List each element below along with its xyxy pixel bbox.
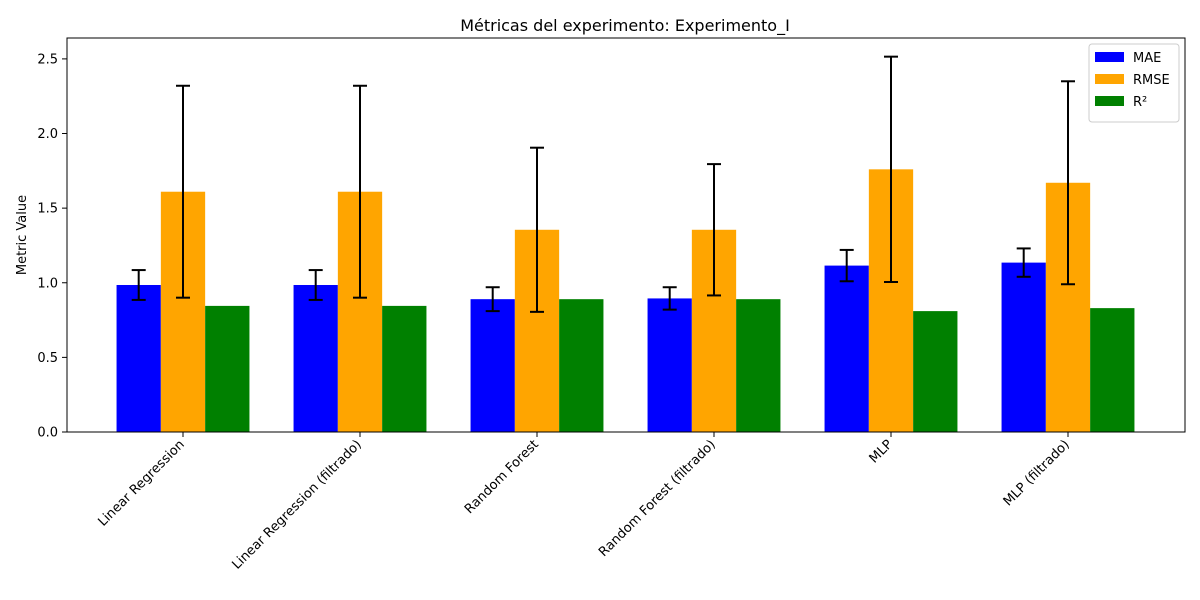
y-tick-label: 2.5	[37, 52, 58, 67]
x-tick-label: MLP (filtrado)	[1001, 437, 1073, 509]
legend-swatch	[1095, 96, 1124, 106]
plot-area: 0.0 0.5 1.0 1.5 2.0 2.5 Linear Regression Linea…	[37, 37, 1186, 573]
bar	[293, 284, 338, 432]
bar	[116, 284, 161, 432]
y-tick-label: 1.0	[37, 276, 58, 291]
legend-label: RMSE	[1133, 73, 1170, 88]
bar	[736, 299, 781, 432]
bar	[1001, 262, 1046, 432]
legend-swatch	[1095, 74, 1124, 84]
bar	[205, 305, 250, 432]
bar	[1090, 308, 1135, 432]
x-tick-label: Random Forest (filtrado)	[596, 437, 719, 560]
y-tick-label: 0.5	[37, 351, 58, 366]
legend: MAE RMSE R²	[1088, 43, 1180, 123]
chart-title: Métricas del experimento: Experimento_I	[460, 16, 790, 36]
x-tick-label: Linear Regression (filtrado)	[230, 437, 365, 572]
y-tick-label: 2.0	[37, 127, 58, 142]
legend-swatch	[1095, 52, 1124, 62]
y-tick-label: 1.5	[37, 202, 58, 217]
bar	[824, 265, 869, 432]
legend-label: MAE	[1133, 51, 1161, 66]
bar	[470, 299, 515, 432]
y-tick-label: 0.0	[37, 426, 58, 441]
x-tick-label: MLP	[867, 437, 896, 466]
bar	[559, 299, 604, 432]
x-tick-label: Linear Regression	[95, 437, 187, 529]
legend-label: R²	[1133, 95, 1147, 110]
y-axis-label: Metric Value	[15, 195, 30, 275]
bar	[913, 311, 958, 432]
x-tick-label: Random Forest	[462, 437, 542, 517]
bar	[382, 305, 427, 432]
bar	[647, 298, 692, 432]
plot-frame	[66, 37, 1186, 433]
